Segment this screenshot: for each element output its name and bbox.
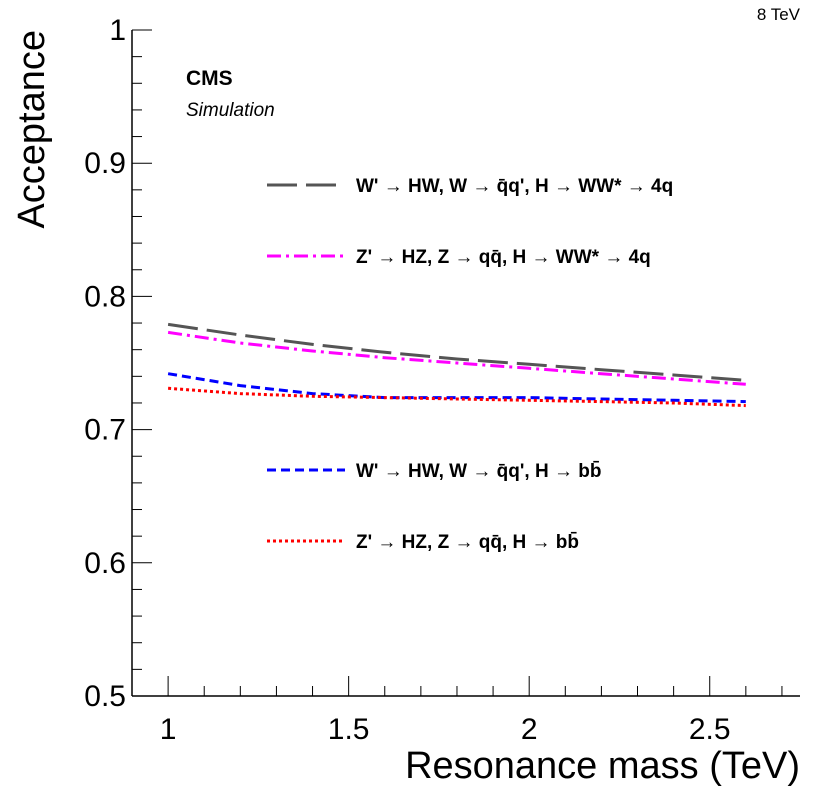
series-line-1 <box>167 330 746 386</box>
y-tick-label: 0.6 <box>84 547 126 580</box>
y-axis-ticks: 0.5 0.6 0.7 0.8 0.9 1 <box>84 14 152 713</box>
legend-entry-3: Z' → HZ, Z → qq̄, H → bb̄ <box>356 532 579 553</box>
y-tick-label: 0.9 <box>84 147 126 180</box>
x-tick-label: 1 <box>160 713 177 746</box>
y-axis-title: Acceptance <box>11 30 53 229</box>
legend: W' → HW, W → q̄q', H → WW* → 4q Z' → HZ,… <box>267 176 673 553</box>
y-tick-label: 0.8 <box>84 280 126 313</box>
legend-entry-1: Z' → HZ, Z → qq̄, H → WW* → 4q <box>356 247 651 268</box>
simulation-label: Simulation <box>186 100 275 121</box>
series-line-3 <box>167 386 746 408</box>
legend-entry-0: W' → HW, W → q̄q', H → WW* → 4q <box>356 176 673 197</box>
x-tick-label: 1.5 <box>328 713 370 746</box>
x-axis-title: Resonance mass (TeV) <box>405 745 800 787</box>
series-line-0 <box>167 322 746 382</box>
plot-frame <box>131 30 800 697</box>
y-tick-label: 0.5 <box>84 680 126 713</box>
series-lines <box>167 322 746 408</box>
x-tick-label: 2.5 <box>689 713 731 746</box>
experiment-label: CMS <box>186 67 233 90</box>
series-line-2 <box>167 372 746 404</box>
y-tick-label: 1 <box>109 14 126 47</box>
legend-entry-2: W' → HW, W → q̄q', H → bb̄ <box>356 461 601 482</box>
x-tick-label: 2 <box>521 713 538 746</box>
x-axis-ticks: 1 1.5 2 2.5 <box>131 676 783 746</box>
energy-label: 8 TeV <box>757 5 801 24</box>
y-tick-label: 0.7 <box>84 414 126 447</box>
